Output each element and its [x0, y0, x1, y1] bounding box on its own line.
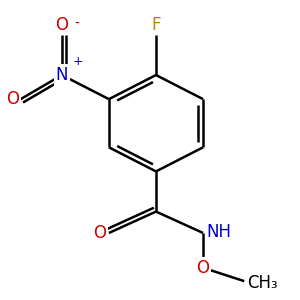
- Text: O: O: [93, 224, 106, 242]
- Text: +: +: [73, 55, 83, 68]
- Text: F: F: [151, 16, 161, 34]
- Text: CH₃: CH₃: [247, 274, 278, 292]
- Text: O: O: [196, 259, 210, 277]
- Text: O: O: [6, 90, 19, 108]
- Text: O: O: [55, 16, 68, 34]
- Text: NH: NH: [206, 223, 231, 241]
- Text: N: N: [56, 66, 68, 84]
- Text: -: -: [74, 17, 79, 31]
